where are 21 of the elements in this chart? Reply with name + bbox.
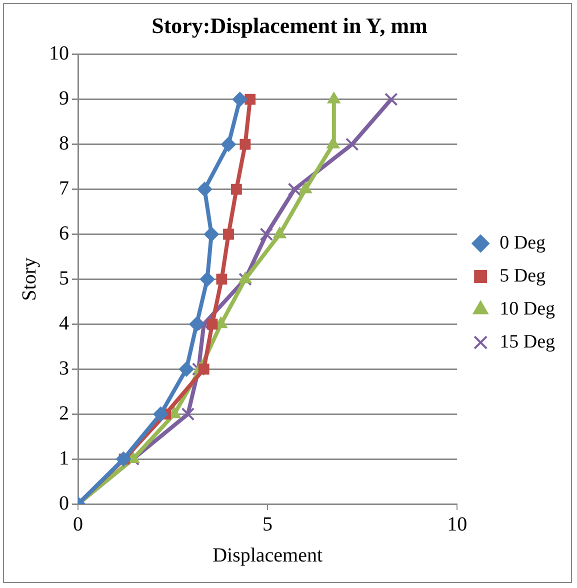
y-tick-label: 3 <box>59 357 69 380</box>
y-tick-label: 7 <box>59 178 69 200</box>
x-tick-label: 5 <box>262 513 273 536</box>
chart-title: Story:Displacement in Y, mm <box>152 12 428 38</box>
y-axis-title: Story <box>18 258 40 301</box>
legend-label: 0 Deg <box>500 232 546 254</box>
legend-label: 5 Deg <box>500 265 546 286</box>
y-tick-label: 5 <box>59 267 69 290</box>
y-tick-label: 2 <box>59 402 69 424</box>
y-tick-label: 8 <box>59 132 69 155</box>
y-tick-label: 6 <box>59 222 69 244</box>
y-tick-label: 4 <box>59 312 69 334</box>
x-axis-title: Displacement <box>212 544 323 566</box>
legend-label: 15 Deg <box>500 331 556 352</box>
x-tick-label: 0 <box>73 513 83 536</box>
y-tick-label: 0 <box>59 492 69 514</box>
x-tick-label: 10 <box>447 513 468 536</box>
legend-label: 10 Deg <box>500 298 556 320</box>
y-tick-label: 1 <box>59 447 69 470</box>
y-tick-label: 10 <box>49 42 69 65</box>
y-tick-label: 9 <box>59 88 69 110</box>
